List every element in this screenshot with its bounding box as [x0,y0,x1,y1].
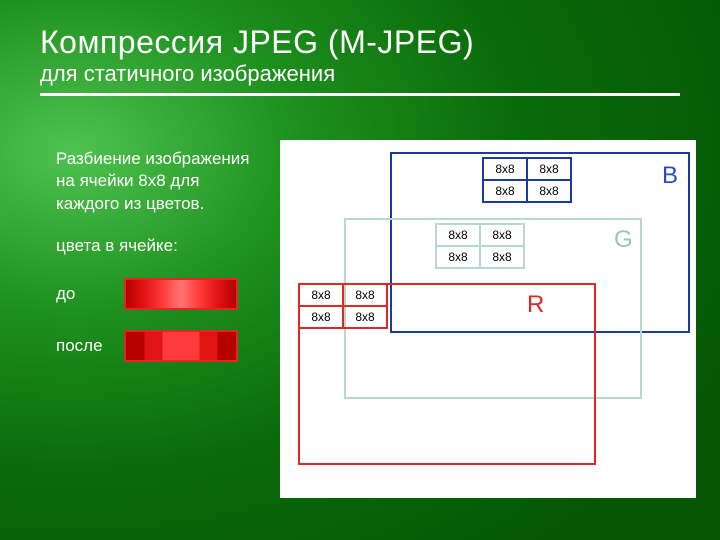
paragraph-split: Разбиение изображения на ячейки 8х8 для … [56,148,266,215]
grid-cell: 8х8 [299,284,343,306]
cells-in-label: цвета в ячейке: [56,235,266,257]
grid-cell: 8х8 [480,224,524,246]
grid-cell: 8х8 [483,180,527,202]
header: Компрессия JPEG (M-JPEG) для статичного … [40,24,680,96]
grid-cell: 8х8 [343,284,387,306]
grid-cell: 8х8 [343,306,387,328]
grid-cell: 8х8 [480,246,524,268]
grid-cell: 8х8 [527,158,571,180]
swatch-after [124,330,238,362]
grid-G: 8х88х88х88х8 [435,223,525,269]
page-subtitle: для статичного изображения [40,61,680,87]
before-row: до [56,278,266,310]
grid-cell: 8х8 [436,224,480,246]
left-column: Разбиение изображения на ячейки 8х8 для … [56,148,266,382]
grid-cell: 8х8 [483,158,527,180]
after-row: после [56,330,266,362]
before-label: до [56,283,116,305]
page-title: Компрессия JPEG (M-JPEG) [40,24,680,61]
diagram-canvas: B8х88х88х88х8G8х88х88х88х8R8х88х88х88х8 [280,140,696,498]
grid-cell: 8х8 [436,246,480,268]
swatch-before [124,278,238,310]
plane-label-R: R [527,291,544,319]
after-label: после [56,335,116,357]
plane-label-B: B [662,162,678,190]
title-divider [40,93,680,96]
plane-label-G: G [614,226,633,254]
grid-cell: 8х8 [299,306,343,328]
grid-cell: 8х8 [527,180,571,202]
grid-B: 8х88х88х88х8 [482,157,572,203]
grid-R: 8х88х88х88х8 [298,283,388,329]
